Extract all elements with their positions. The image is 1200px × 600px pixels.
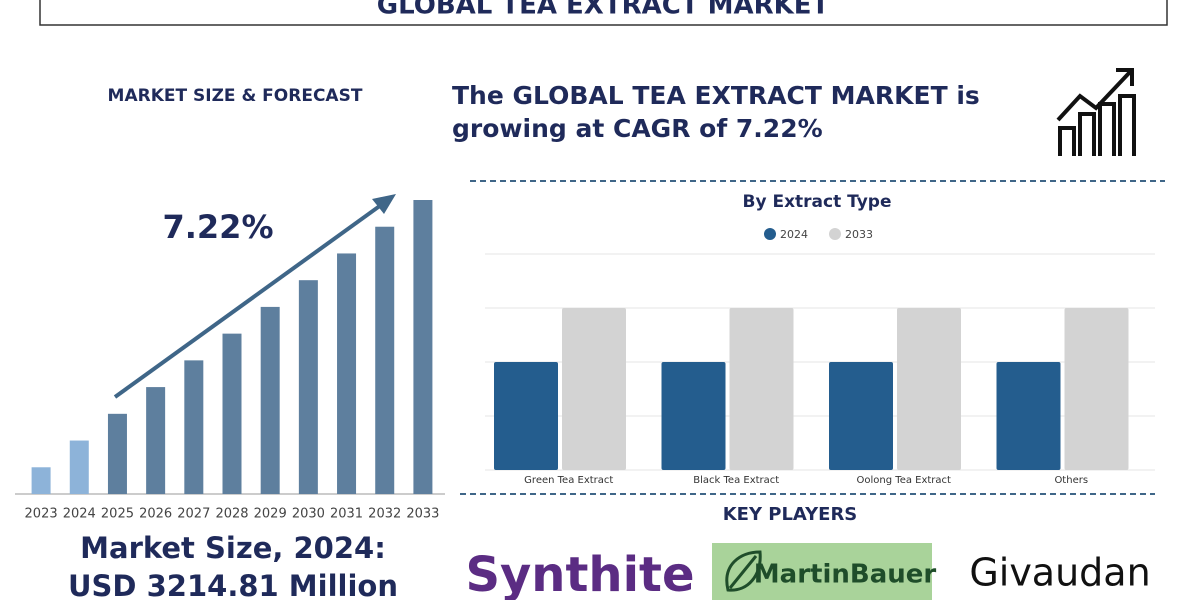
x-tick-label: 2026: [139, 507, 172, 522]
key-players-title: KEY PLAYERS: [723, 504, 858, 525]
bar: [184, 360, 204, 494]
bar: [146, 387, 166, 494]
x-tick-label: 2025: [101, 507, 134, 522]
trend-arrow: [113, 198, 390, 399]
legend-label: 2024: [780, 228, 808, 241]
bar: [375, 226, 395, 494]
x-tick-label: 2028: [215, 507, 248, 522]
x-tick-label: Black Tea Extract: [693, 475, 779, 486]
growth-icon: [1056, 68, 1136, 156]
bar: [562, 308, 626, 470]
bar: [260, 306, 280, 494]
bar: [31, 467, 51, 494]
bar: [996, 362, 1061, 470]
arrow-head: [372, 194, 396, 214]
bar: [69, 440, 89, 494]
bar: [1064, 308, 1129, 470]
bar: [897, 308, 961, 470]
growth-label: 7.22%: [162, 208, 273, 246]
bar: [107, 413, 127, 494]
bar: [222, 333, 242, 494]
bar: [337, 253, 357, 494]
bar: [729, 308, 794, 470]
legend-swatch: [829, 228, 841, 240]
market-size: Market Size, 2024:: [80, 531, 386, 565]
x-tick-label: 2027: [177, 507, 210, 522]
x-tick-label: 2031: [330, 507, 363, 522]
legend-label: 2033: [845, 228, 873, 241]
x-tick-label: Others: [1054, 475, 1088, 486]
x-tick-label: 2030: [292, 507, 325, 522]
x-tick-label: 2032: [368, 507, 401, 522]
title-box: [39, 0, 1168, 26]
leaf-icon: [725, 550, 762, 592]
x-tick-label: Oolong Tea Extract: [857, 475, 952, 486]
page-title: GLOBAL TEA EXTRACT MARKET: [377, 0, 830, 21]
bar: [829, 362, 893, 470]
left-heading: MARKET SIZE & FORECAST: [108, 86, 363, 106]
bar: [413, 200, 433, 494]
x-tick-label: 2023: [25, 507, 58, 522]
headline: growing at CAGR of 7.22%: [452, 114, 823, 143]
company-logo: Givaudan: [969, 551, 1150, 595]
x-tick-label: 2033: [406, 507, 439, 522]
headline: The GLOBAL TEA EXTRACT MARKET is: [452, 81, 980, 110]
bar: [298, 280, 318, 494]
company-logo: Synthite: [465, 547, 694, 600]
bar: [494, 362, 558, 470]
market-size: USD 3214.81 Million: [68, 569, 398, 600]
x-tick-label: 2024: [63, 507, 96, 522]
bar: [661, 362, 726, 470]
legend-swatch: [764, 228, 776, 240]
chart-title: By Extract Type: [743, 192, 892, 212]
x-tick-label: Green Tea Extract: [524, 475, 613, 486]
company-logo: MartinBauer: [754, 560, 937, 590]
x-tick-label: 2029: [254, 507, 287, 522]
